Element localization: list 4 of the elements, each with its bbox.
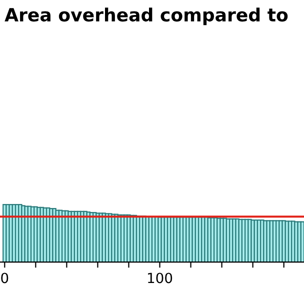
x-tick-label: 100	[148, 272, 172, 284]
bar	[300, 221, 304, 262]
chart-title: Area overhead compared to	[4, 8, 288, 26]
x-tick-label: 0	[1, 272, 8, 284]
